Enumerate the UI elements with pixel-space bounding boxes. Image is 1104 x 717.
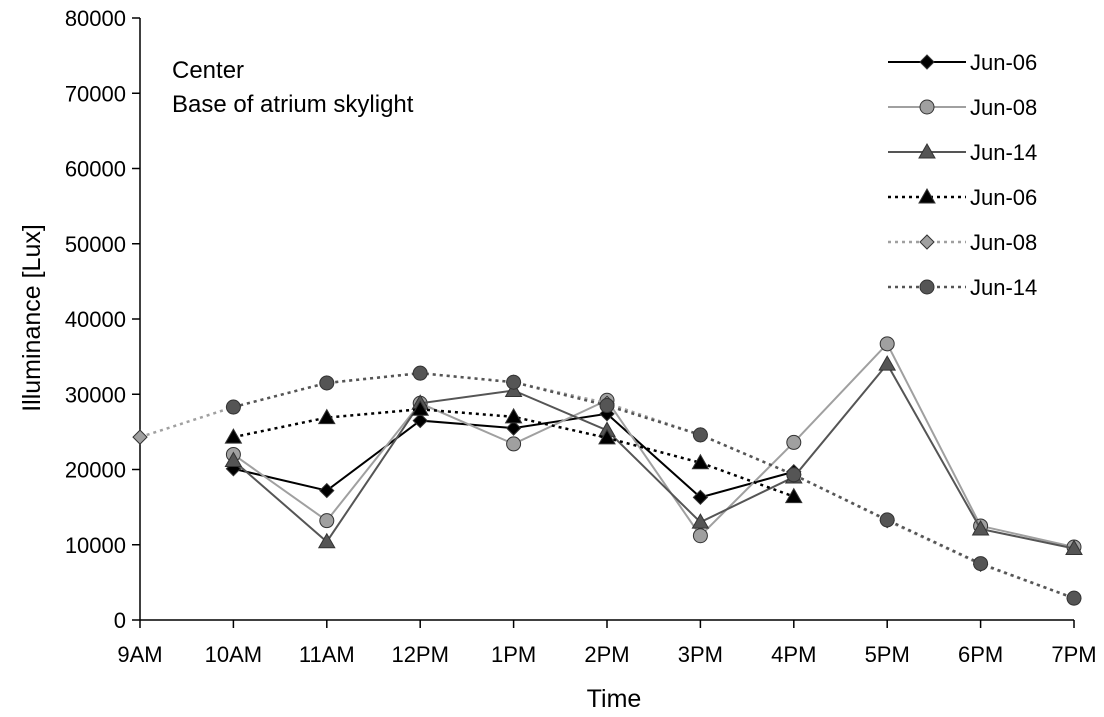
legend-marker: [918, 187, 936, 204]
legend-item: Jun-06: [888, 185, 1037, 210]
x-tick-label: 4PM: [771, 642, 816, 667]
legend-item: Jun-14: [888, 140, 1037, 165]
y-tick-label: 50000: [65, 232, 126, 257]
series-line: [233, 371, 1075, 600]
data-point: [504, 407, 523, 424]
x-tick-label: 10AM: [205, 642, 262, 667]
data-point: [692, 489, 709, 506]
series-2: [225, 336, 1082, 555]
data-point: [224, 428, 243, 444]
data-point: [692, 528, 708, 544]
data-point: [784, 487, 803, 504]
x-tick-label: 7PM: [1051, 642, 1096, 667]
data-point: [411, 400, 430, 416]
data-point: [319, 375, 335, 391]
data-point: [598, 428, 616, 445]
data-point: [691, 453, 710, 470]
y-tick-label: 80000: [65, 6, 126, 31]
legend-item: Jun-06: [888, 50, 1037, 75]
legend-label: Jun-06: [970, 185, 1037, 210]
data-point: [879, 512, 895, 528]
legend-item: Jun-08: [888, 230, 1037, 255]
series-6: [225, 365, 1082, 606]
data-point: [973, 556, 989, 572]
annotation-line-2: Base of atrium skylight: [172, 91, 414, 118]
data-point: [317, 532, 336, 549]
legend-label: Jun-06: [970, 50, 1037, 75]
x-tick-label: 2PM: [584, 642, 629, 667]
legend-label: Jun-08: [970, 95, 1037, 120]
y-axis-label: Illuminance [Lux]: [18, 224, 46, 412]
data-point: [786, 467, 802, 483]
y-tick-label: 70000: [65, 81, 126, 106]
data-point: [319, 513, 335, 529]
legend: Jun-06 Jun-08 Jun-14 Jun-06 Jun-08 Jun-14: [888, 50, 1037, 300]
y-tick-label: 40000: [65, 307, 126, 332]
data-point: [412, 365, 428, 381]
data-point: [1065, 539, 1083, 556]
data-point: [505, 420, 522, 436]
data-point: [506, 374, 522, 390]
y-tick-label: 10000: [65, 533, 126, 558]
data-point: [786, 434, 802, 450]
y-tick-label: 20000: [65, 458, 126, 483]
x-axis-label: Time: [587, 685, 642, 713]
y-tick-label: 0: [114, 608, 126, 633]
series-layer: [132, 336, 1083, 606]
series-line: [232, 362, 1075, 550]
data-point: [132, 429, 148, 445]
data-point: [878, 355, 897, 371]
data-point: [692, 427, 708, 443]
plot-axes: 0 10000 20000 30000 40000 50000 60000 70000 8000…: [65, 6, 1097, 667]
x-tick-label: 9AM: [117, 642, 162, 667]
x-tick-label: 3PM: [678, 642, 723, 667]
legend-label: Jun-14: [970, 140, 1037, 165]
series-line: [232, 342, 1075, 548]
x-tick-label: 1PM: [491, 642, 536, 667]
data-point: [506, 436, 522, 452]
data-point: [691, 513, 710, 529]
data-point: [224, 451, 243, 467]
legend-label: Jun-08: [970, 230, 1037, 255]
data-point: [225, 399, 241, 415]
x-tick-label: 5PM: [865, 642, 910, 667]
x-tick-label: 12PM: [391, 642, 448, 667]
data-point: [319, 482, 335, 499]
series-4: [224, 400, 803, 504]
legend-marker: [919, 279, 935, 295]
y-tick-label: 60000: [65, 157, 126, 182]
legend-marker: [919, 99, 935, 115]
data-point: [599, 398, 615, 414]
data-point: [879, 336, 895, 352]
data-point: [412, 412, 428, 429]
chart-annotation: Center Base of atrium skylight: [172, 57, 414, 118]
annotation-line-1: Center: [172, 57, 244, 84]
legend-marker: [919, 234, 935, 250]
legend-item: Jun-08: [888, 95, 1037, 120]
legend-marker: [919, 54, 935, 70]
x-tick-label: 6PM: [958, 642, 1003, 667]
data-point: [1066, 590, 1082, 606]
y-tick-label: 30000: [65, 382, 126, 407]
legend-item: Jun-14: [888, 275, 1037, 300]
data-point: [317, 408, 336, 425]
legend-label: Jun-14: [970, 275, 1037, 300]
x-tick-label: 11AM: [299, 642, 355, 667]
data-point: [971, 519, 990, 536]
legend-marker: [918, 142, 936, 159]
